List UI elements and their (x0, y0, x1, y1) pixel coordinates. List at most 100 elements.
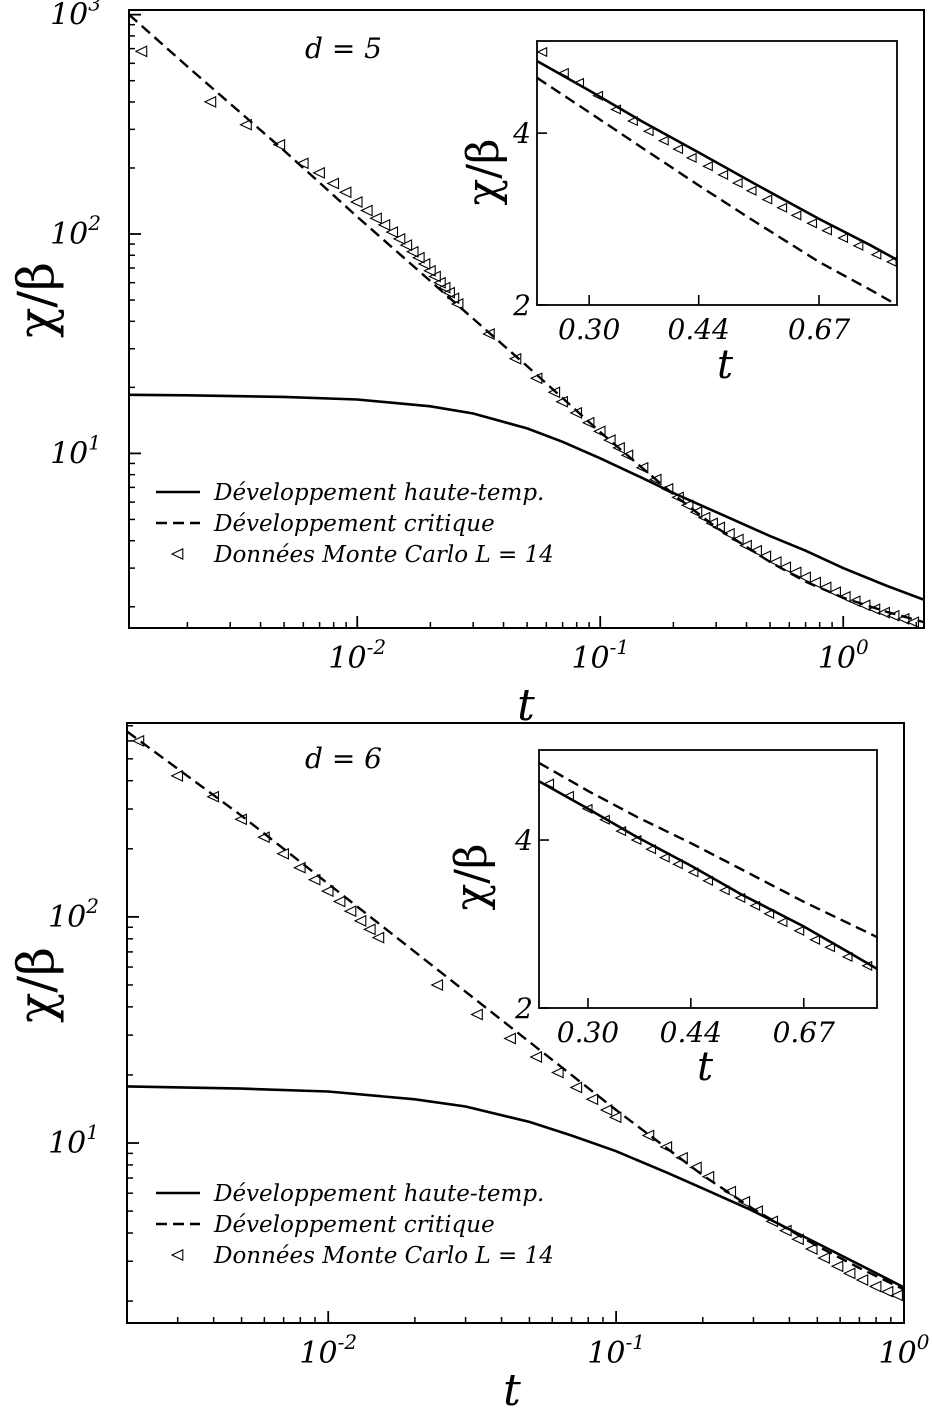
panel2-inset-mc-marker (763, 908, 775, 919)
panel1-inset-mc-marker (537, 46, 548, 58)
panel1-main-mc-marker (847, 595, 861, 608)
panel2-main-mc-marker (569, 1081, 583, 1094)
panel1-inset-x-tick-label: 0.30 (558, 313, 620, 346)
panel1-legend-marker-swatch (170, 548, 184, 560)
panel1-inset-mc-marker (806, 218, 818, 229)
panel1-inset-mc-marker (837, 232, 849, 244)
panel2-main-mc-marker (750, 1205, 763, 1218)
panel1-main-mc-marker (555, 395, 568, 408)
panel1-inset-mc-marker (852, 240, 864, 251)
panel2-inset-mc-marker (702, 875, 714, 886)
panel2-main-mc-marker (689, 1161, 702, 1174)
panel1-main-mc-marker (671, 491, 684, 504)
panel2-main-mc-marker (470, 1008, 483, 1021)
panel1-inset: 0.30 0.44 0.67 2 4 t χ/β (458, 40, 898, 388)
panel1-main-mc-marker (712, 521, 725, 534)
panel1-main-series-group (129, 13, 924, 628)
panel1-inset-mc-marker (642, 126, 654, 137)
panel1-main-mc-marker (399, 239, 413, 252)
panel1-inset-y-axis-label: χ/β (458, 139, 509, 206)
panel2-inset-mc-marker (841, 951, 853, 962)
panel1-main-mc-marker (326, 177, 340, 190)
panel2-main-mc-marker (890, 1289, 903, 1302)
panel1-inset-series-group (537, 46, 897, 305)
panel2-legend-marker-swatch (170, 1249, 184, 1261)
panel1-main-mc-marker (239, 118, 252, 131)
panel2-main-mc-marker (585, 1093, 599, 1106)
panel1-main-mc-marker (385, 226, 399, 239)
panel1: 10-2 10-1 100 101 102 103 t χ/β d = 5 Développeme… (7, 0, 925, 731)
panel2-inset-mc-marker (672, 859, 683, 870)
panel1-legend-label: Données Monte Carlo L = 14 (213, 542, 554, 568)
panel1-main-mc-marker (203, 95, 217, 108)
panel1-main-mc-marker (569, 406, 583, 419)
panel2-y-tick-label: 102 (48, 894, 99, 935)
panel2-main-mc-marker (804, 1243, 818, 1255)
panel2-main-mc-marker (206, 790, 220, 803)
panel1-main-mc-marker (896, 612, 910, 625)
panel2-dimension-annotation: d = 6 (305, 742, 382, 775)
panel1-main-mc-marker (405, 245, 419, 258)
panel2-inset-y-tick-label: 2 (514, 992, 533, 1025)
panel1-main-mc-marker (296, 157, 309, 170)
panel2-x-axis-label: t (503, 1365, 521, 1414)
panel1-main-mc-marker (689, 506, 703, 519)
panel2-inset-y-axis-label: χ/β (446, 844, 497, 911)
panel2-main-mc-marker (791, 1233, 804, 1246)
panel1-main-mc-marker (867, 603, 881, 616)
panel1-main-mc-marker (635, 461, 649, 474)
panel2-y-tick-label: 101 (48, 1120, 99, 1161)
panel1-inset-y-tick-label: 4 (512, 117, 531, 150)
panel1-main-mc-marker (680, 499, 694, 512)
panel2-inset-mc-marker (793, 925, 805, 936)
panel1-main-mc-marker (433, 276, 446, 289)
panel1-legend-label: Développement haute-temp. (213, 480, 544, 506)
panel1-main-mc-marker (660, 482, 674, 495)
panel2-main-mc-marker (830, 1260, 844, 1273)
panel1-main-mc-marker (877, 606, 890, 619)
panel1-inset-mc-marker (821, 225, 832, 236)
panel1-main-mc-marker (808, 576, 821, 589)
panel2-legend-label: Données Monte Carlo L = 14 (213, 1243, 554, 1269)
panel2-inset-series-high-temp (539, 780, 877, 971)
panel2-x-tick-label: 10-1 (587, 1330, 645, 1371)
panel2-main-series-critical (127, 730, 904, 1291)
panel1-inset-mc-marker (610, 104, 621, 115)
panel1-inset-mc-marker (672, 144, 684, 155)
panel1-main-mc-marker (529, 372, 543, 385)
panel2-main-mc-marker (868, 1280, 882, 1293)
panel1-main-mc-marker (417, 258, 431, 270)
panel2-inset-mc-marker (687, 867, 699, 878)
panel2-main-mc-marker (371, 931, 385, 944)
panel2-inset-mc-marker (563, 790, 574, 801)
panel2-main-series-high-temp (127, 1085, 904, 1289)
panel2-x-tick-label: 100 (879, 1330, 930, 1371)
panel2-main-mc-marker (320, 885, 334, 898)
panel1-main-series-high-temp (129, 393, 924, 602)
panel1-main-mc-marker (412, 251, 425, 264)
panel2: 10-2 10-1 100 101 102 t χ/β d = 6 Développement … (7, 722, 930, 1414)
panel1-inset-mc-marker (592, 90, 604, 101)
panel2-main-mc-marker (276, 847, 289, 860)
panel2-inset-mc-marker (543, 778, 555, 789)
panel2-inset-x-tick-label: 0.44 (660, 1016, 722, 1049)
panel1-inset-mc-marker (885, 256, 897, 267)
panel1-main-mc-marker (603, 434, 616, 447)
panel2-legend-label: Développement haute-temp. (213, 1181, 544, 1207)
panel1-inset-mc-marker (685, 152, 697, 163)
panel2-main-mc-marker (551, 1066, 564, 1079)
panel1-inset-x-tick-label: 0.44 (668, 313, 730, 346)
panel1-inset-mc-marker (657, 135, 669, 146)
panel1-inset-mc-marker (776, 202, 788, 213)
panel1-main-mc-marker (442, 286, 455, 299)
panel2-main-mc-marker (257, 831, 270, 844)
panel2-main-mc-marker (234, 813, 247, 826)
panel2-main-mc-marker (307, 873, 321, 886)
panel1-main-mc-marker (705, 517, 718, 530)
panel2-main-mc-marker (363, 923, 376, 936)
panel2-main-mc-marker (765, 1215, 779, 1228)
panel1-main-mc-marker (886, 609, 900, 622)
panel1-main-mc-marker (828, 586, 841, 599)
panel2-main-mc-marker (608, 1111, 622, 1124)
